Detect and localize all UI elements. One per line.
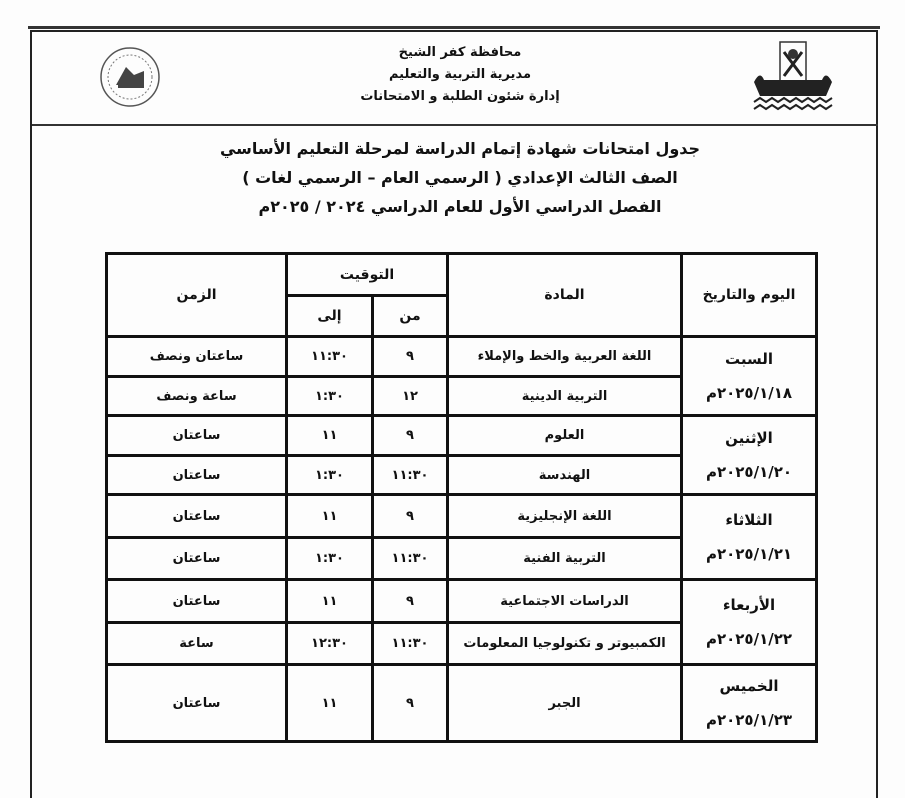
to-time-cell: ١:٣٠ [285, 454, 374, 496]
exam-row: الكمبيوتر و تكنولوجيا المعلومات ١١:٣٠ ١٢:٣… [105, 621, 817, 666]
header-to: إلى [285, 294, 374, 338]
day-name: الثلاثاء [725, 511, 773, 529]
day-name: السبت [724, 350, 774, 368]
exam-row: الأربعاء ٢٠٢٥/١/٢٢م الدراسات الاجتماعية ٩ ١١… [105, 578, 818, 666]
exam-date: ٢٠٢٥/١/٢٠م [705, 463, 793, 481]
from-time-cell: ٩ [371, 578, 449, 624]
header-divider [32, 124, 878, 126]
duration-cell: ساعتان [105, 454, 288, 496]
exam-date: ٢٠٢٥/١/٢٣م [705, 711, 793, 729]
grade-line: الصف الثالث الإعدادي ( الرسمي العام – ال… [242, 168, 678, 187]
subject-cell: اللغة العربية والخط والإملاء [446, 335, 683, 378]
document-frame [30, 30, 878, 798]
subject-cell: الدراسات الاجتماعية [446, 578, 683, 624]
header-timing: التوقيت [285, 252, 449, 297]
subject-cell: التربية الفنية [446, 536, 683, 581]
from-time-cell: ١٢ [371, 375, 449, 417]
document-title: جدول امتحانات شهادة إتمام الدراسة لمرحلة… [150, 134, 770, 221]
subject-cell: الجبر [446, 663, 683, 743]
duration-cell: ساعتان [105, 493, 288, 539]
directorate-name: مديرية التربية والتعليم [388, 67, 532, 82]
header-from: من [371, 294, 449, 338]
exam-row: الهندسة ١١:٣٠ ١:٣٠ ساعتان [105, 454, 817, 496]
subject-cell: الكمبيوتر و تكنولوجيا المعلومات [446, 621, 683, 666]
day-date-cell: الإثنين ٢٠٢٥/١/٢٠م [680, 414, 818, 496]
header-day-date: اليوم والتاريخ [680, 252, 818, 338]
to-time-cell: ١١ [285, 493, 374, 539]
duration-cell: ساعتان [105, 414, 288, 457]
to-time-cell: ١١ [285, 578, 374, 624]
duration-cell: ساعتان ونصف [105, 335, 288, 378]
day-date-cell: السبت ٢٠٢٥/١/١٨م [680, 335, 818, 417]
day-date-cell: الثلاثاء ٢٠٢٥/١/٢١م [680, 493, 818, 581]
organization-header: محافظة كفر الشيخ مديرية التربية والتعليم… [330, 42, 590, 108]
to-time-cell: ١:٣٠ [285, 536, 374, 581]
header-subject: المادة [446, 252, 683, 338]
subject-cell: العلوم [446, 414, 683, 457]
schedule-body: السبت ٢٠٢٥/١/١٨م اللغة العربية والخط والإم… [105, 335, 818, 743]
to-time-cell: ١١ [285, 663, 374, 743]
education-seal-logo [98, 45, 162, 113]
department-name: إدارة شئون الطلبة و الامتحانات [360, 89, 560, 104]
duration-cell: ساعتان [105, 663, 288, 743]
header-duration: الزمن [105, 252, 288, 338]
subject-cell: الهندسة [446, 454, 683, 496]
day-name: الأربعاء [722, 596, 776, 614]
from-time-cell: ٩ [371, 335, 449, 378]
governorate-name: محافظة كفر الشيخ [398, 45, 522, 60]
from-time-cell: ١١:٣٠ [371, 621, 449, 666]
to-time-cell: ١:٣٠ [285, 375, 374, 417]
to-time-cell: ١٢:٣٠ [285, 621, 374, 666]
exam-row: الإثنين ٢٠٢٥/١/٢٠م العلوم ٩ ١١ ساعتان [105, 414, 818, 496]
to-time-cell: ١١:٣٠ [285, 335, 374, 378]
exam-row: التربية الدينية ١٢ ١:٣٠ ساعة ونصف [105, 375, 817, 417]
from-time-cell: ١١:٣٠ [371, 536, 449, 581]
from-time-cell: ٩ [371, 414, 449, 457]
day-date-cell: الأربعاء ٢٠٢٥/١/٢٢م [680, 578, 818, 666]
exam-row: السبت ٢٠٢٥/١/١٨م اللغة العربية والخط والإم… [105, 335, 818, 417]
subject-cell: التربية الدينية [446, 375, 683, 417]
exam-schedule-table: اليوم والتاريخ المادة التوقيت الزمن من إ… [105, 252, 818, 743]
title-line: جدول امتحانات شهادة إتمام الدراسة لمرحلة… [219, 139, 701, 158]
from-time-cell: ٩ [371, 663, 449, 743]
term-line: الفصل الدراسي الأول للعام الدراسي ٢٠٢٤ /… [258, 197, 662, 216]
exam-row: التربية الفنية ١١:٣٠ ١:٣٠ ساعتان [105, 536, 817, 581]
day-name: الخميس [719, 677, 779, 695]
kafr-el-sheikh-boat-logo [750, 40, 836, 118]
duration-cell: ساعة [105, 621, 288, 666]
to-time-cell: ١١ [285, 414, 374, 457]
exam-row: الخميس ٢٠٢٥/١/٢٣م الجبر ٩ ١١ ساعتان [105, 663, 818, 743]
exam-row: الثلاثاء ٢٠٢٥/١/٢١م اللغة الإنجليزية ٩ ١١ ساع… [105, 493, 818, 581]
top-border [28, 26, 880, 29]
duration-cell: ساعتان [105, 536, 288, 581]
exam-date: ٢٠٢٥/١/٢١م [705, 545, 793, 563]
from-time-cell: ٩ [371, 493, 449, 539]
day-date-cell: الخميس ٢٠٢٥/١/٢٣م [680, 663, 818, 743]
subject-cell: اللغة الإنجليزية [446, 493, 683, 539]
exam-date: ٢٠٢٥/١/٢٢م [705, 630, 793, 648]
duration-cell: ساعة ونصف [105, 375, 288, 417]
exam-date: ٢٠٢٥/١/١٨م [705, 384, 793, 402]
day-name: الإثنين [725, 429, 773, 447]
from-time-cell: ١١:٣٠ [371, 454, 449, 496]
duration-cell: ساعتان [105, 578, 288, 624]
